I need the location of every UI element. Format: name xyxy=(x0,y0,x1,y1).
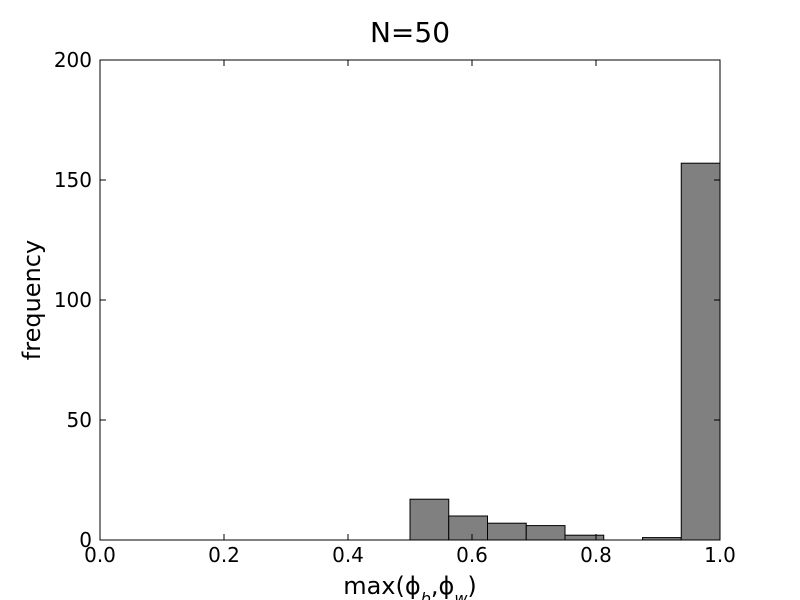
x-tick-label: 0.2 xyxy=(208,543,240,567)
y-tick-label: 100 xyxy=(54,288,92,312)
bar xyxy=(564,534,605,541)
y-axis-label: frequency xyxy=(18,240,46,360)
y-tick-label: 0 xyxy=(79,528,92,552)
bar xyxy=(409,498,450,541)
y-tick-label: 50 xyxy=(67,408,92,432)
x-tick-label: 0.6 xyxy=(456,543,488,567)
chart-title: N=50 xyxy=(370,16,450,49)
bar xyxy=(487,522,527,541)
x-tick-label: 0.8 xyxy=(580,543,612,567)
x-tick-label: 0.0 xyxy=(84,543,116,567)
bar xyxy=(680,162,721,541)
x-axis-label: max(ϕb,ϕw) xyxy=(343,572,477,600)
y-tick-label: 200 xyxy=(54,48,92,72)
y-tick-label: 150 xyxy=(54,168,92,192)
bar xyxy=(448,515,488,541)
bar xyxy=(525,525,566,541)
x-tick-label: 1.0 xyxy=(704,543,736,567)
x-tick-label: 0.4 xyxy=(332,543,364,567)
